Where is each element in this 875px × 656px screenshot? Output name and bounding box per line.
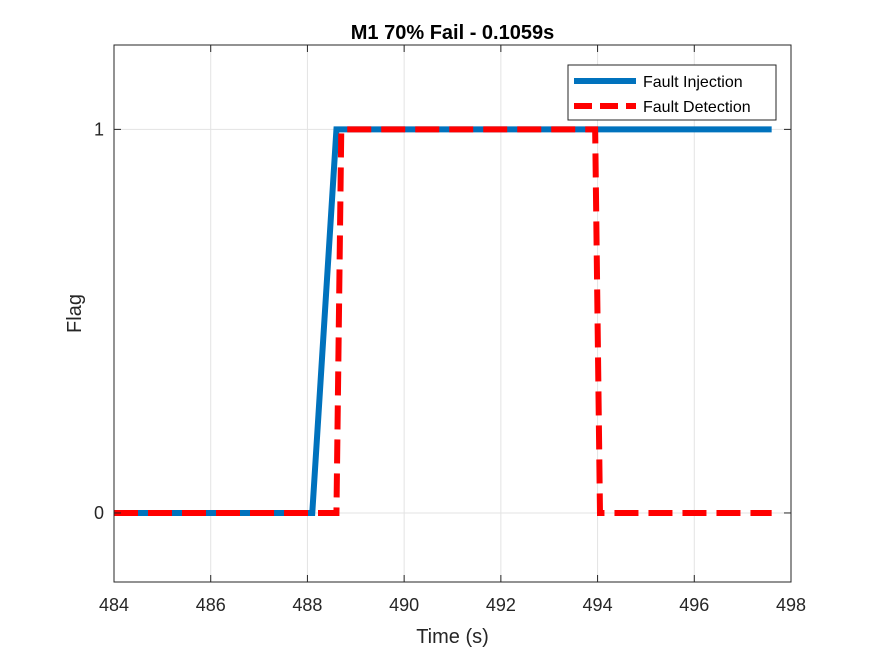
x-tick-label: 486 — [196, 595, 226, 615]
x-tick-label: 494 — [583, 595, 613, 615]
x-tick-label: 498 — [776, 595, 806, 615]
x-tick-label: 496 — [679, 595, 709, 615]
y-tick-label: 1 — [94, 119, 104, 139]
plot-area — [114, 45, 791, 582]
x-tick-label: 488 — [292, 595, 322, 615]
series-layer — [114, 126, 772, 516]
y-axis-title: Flag — [64, 294, 86, 333]
legend-label: Fault Detection — [643, 99, 751, 116]
axes-box — [113, 44, 792, 583]
legend: Fault Injection Fault Detection — [567, 64, 777, 121]
chart-title: M1 70% Fail - 0.1059s — [351, 22, 554, 44]
y-tick-label: 0 — [94, 503, 104, 523]
x-tick-label: 492 — [486, 595, 516, 615]
x-axis-title: Time (s) — [416, 626, 489, 648]
x-tick-label: 484 — [99, 595, 129, 615]
legend-box — [567, 64, 777, 121]
x-tick-label: 490 — [389, 595, 419, 615]
ticks: 484 486 488 490 492 494 496 498 0 1 — [94, 45, 806, 615]
series-line-fault-detection — [114, 126, 772, 516]
legend-label: Fault Injection — [643, 74, 743, 91]
